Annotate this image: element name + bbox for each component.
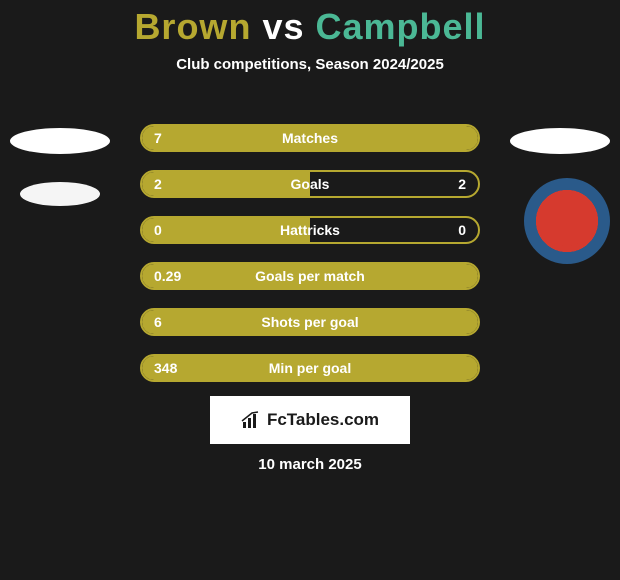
club-crest-inner	[542, 196, 592, 246]
stat-row-matches: 7 Matches	[140, 124, 480, 152]
player1-name: Brown	[134, 6, 251, 47]
stat-value-left: 348	[154, 360, 177, 376]
stat-label: Shots per goal	[261, 314, 358, 330]
chart-icon	[241, 410, 261, 430]
placeholder-ellipse-2	[20, 182, 100, 206]
stat-label: Goals	[291, 176, 330, 192]
stat-value-left: 7	[154, 130, 162, 146]
stat-label: Min per goal	[269, 360, 351, 376]
fctables-logo[interactable]: FcTables.com	[210, 396, 410, 444]
stat-value-left: 0	[154, 222, 162, 238]
player1-badge-area	[10, 128, 110, 206]
stat-value-left: 2	[154, 176, 162, 192]
logo-text: FcTables.com	[267, 410, 379, 430]
stat-fill	[142, 172, 310, 196]
club-crest-icon	[524, 178, 610, 264]
placeholder-ellipse-1	[10, 128, 110, 154]
vs-text: vs	[262, 6, 304, 47]
date-text: 10 march 2025	[258, 456, 361, 473]
stats-container: 7 Matches 2 Goals 2 0 Hattricks 0 0.29 G…	[140, 124, 480, 400]
stat-value-right: 0	[458, 222, 466, 238]
stat-label: Goals per match	[255, 268, 365, 284]
stat-label: Matches	[282, 130, 338, 146]
stat-value-left: 0.29	[154, 268, 181, 284]
stat-value-left: 6	[154, 314, 162, 330]
player2-badge-area	[510, 128, 610, 154]
stat-row-goals-per-match: 0.29 Goals per match	[140, 262, 480, 290]
stat-row-goals: 2 Goals 2	[140, 170, 480, 198]
stat-row-min-per-goal: 348 Min per goal	[140, 354, 480, 382]
club-badge	[524, 178, 610, 264]
stat-value-right: 2	[458, 176, 466, 192]
subtitle-text: Club competitions, Season 2024/2025	[0, 56, 620, 73]
stat-label: Hattricks	[280, 222, 340, 238]
stat-row-shots-per-goal: 6 Shots per goal	[140, 308, 480, 336]
player2-name: Campbell	[316, 6, 486, 47]
comparison-title: Brown vs Campbell	[0, 0, 620, 48]
placeholder-ellipse-3	[510, 128, 610, 154]
stat-row-hattricks: 0 Hattricks 0	[140, 216, 480, 244]
